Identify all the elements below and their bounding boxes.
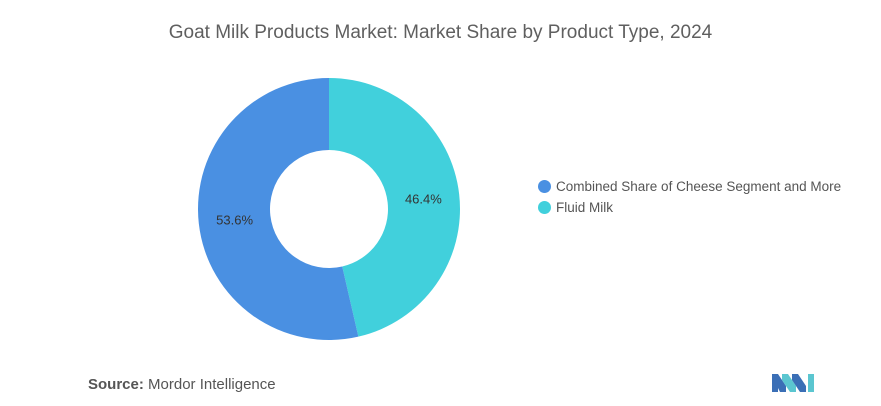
slice-label-cheese: 53.6% <box>216 213 253 228</box>
source-note: Source: Mordor Intelligence <box>88 376 276 393</box>
legend-label-fluid-milk: Fluid Milk <box>556 200 614 215</box>
mordor-intelligence-logo-icon <box>772 374 814 392</box>
slice-fluid-milk[interactable] <box>329 78 461 337</box>
legend-label-cheese: Combined Share of Cheese Segment and Mor… <box>556 179 842 194</box>
slice-cheese[interactable] <box>198 78 359 340</box>
legend-item-fluid-milk[interactable]: Fluid Milk <box>538 197 841 218</box>
source-text: Mordor Intelligence <box>148 376 276 393</box>
legend-swatch-cheese <box>538 180 551 193</box>
chart-title: Goat Milk Products Market: Market Share … <box>168 22 713 43</box>
legend-swatch-fluid-milk <box>538 201 551 214</box>
source-label: Source: <box>88 376 144 393</box>
slice-label-fluid-milk: 46.4% <box>405 191 442 206</box>
chart-legend: Combined Share of Cheese Segment and Mor… <box>538 176 841 218</box>
legend-item-cheese[interactable]: Combined Share of Cheese Segment and Mor… <box>538 176 841 197</box>
